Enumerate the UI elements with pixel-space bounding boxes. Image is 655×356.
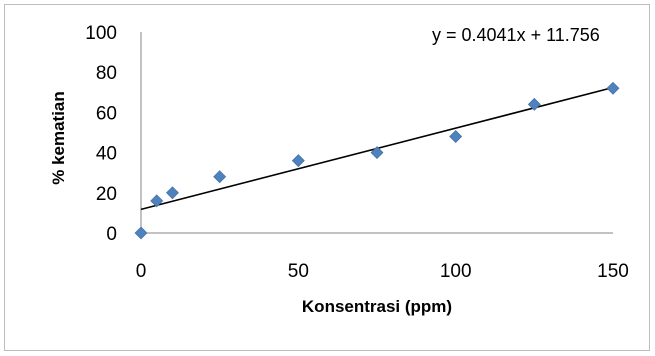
y-tick-label: 100 [85,23,117,44]
y-tick-label: 0 [106,224,117,245]
chart-frame [4,4,650,351]
axes [140,32,613,234]
data-point [606,81,620,95]
x-tick-label: 150 [597,261,629,282]
data-point [213,170,227,184]
data-point [291,154,305,168]
data-point [166,186,179,200]
x-tick-label: 100 [440,261,472,282]
data-point [370,146,384,160]
data-point [150,194,164,208]
x-tick-labels: 0 50 100 150 [136,261,629,282]
y-tick-label: 80 [96,63,117,84]
y-tick-label: 60 [96,103,117,124]
data-point [134,226,148,240]
data-point [527,97,541,111]
y-tick-label: 40 [96,144,117,165]
trendline-equation: y = 0.4041x + 11.756 [432,25,600,45]
y-tick-label: 20 [96,184,117,205]
x-axis-title: Konsentrasi (ppm) [302,297,452,316]
x-tick-label: 50 [288,261,309,282]
data-point [449,130,463,143]
data-points [134,81,620,240]
y-tick-labels: 0 20 40 60 80 100 [85,23,117,245]
y-axis-title: % kematian [49,91,68,185]
x-tick-label: 0 [136,261,147,282]
